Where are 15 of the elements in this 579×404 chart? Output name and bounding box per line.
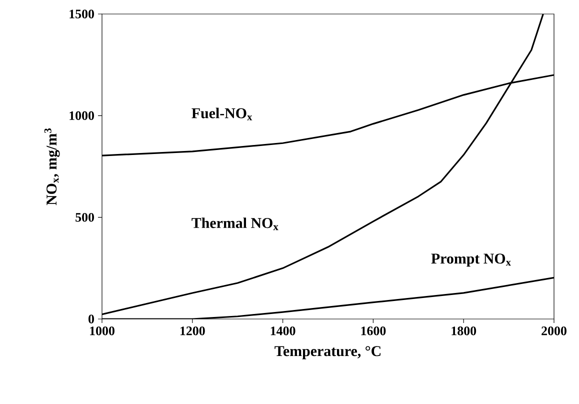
text: Thermal NO$_{x}$ bbox=[192, 218, 278, 230]
x-tick-label: 1200 bbox=[180, 326, 205, 336]
y-tick-label: 1000 bbox=[70, 111, 94, 120]
x-tick-label: 1000 bbox=[90, 326, 114, 336]
y-tick-label: 500 bbox=[76, 212, 94, 222]
y-tick-label: 1500 bbox=[70, 10, 94, 18]
y-axis-title: NO$_{x}$, mg/m$^{3}$ bbox=[44, 128, 60, 206]
x-tick-label: 1400 bbox=[270, 326, 296, 336]
x-tick-label: 1600 bbox=[361, 326, 386, 336]
x-tick-label: 1800 bbox=[452, 326, 476, 336]
series-label: Prompt NO$_{x}$ bbox=[431, 254, 511, 267]
x-tick-label: 2000 bbox=[542, 326, 566, 336]
y-tick-label: 0 bbox=[88, 314, 94, 324]
series-label: Fuel-NO$_{x}$ bbox=[192, 108, 252, 120]
x-axis-title: Temperature, °C bbox=[274, 346, 380, 360]
